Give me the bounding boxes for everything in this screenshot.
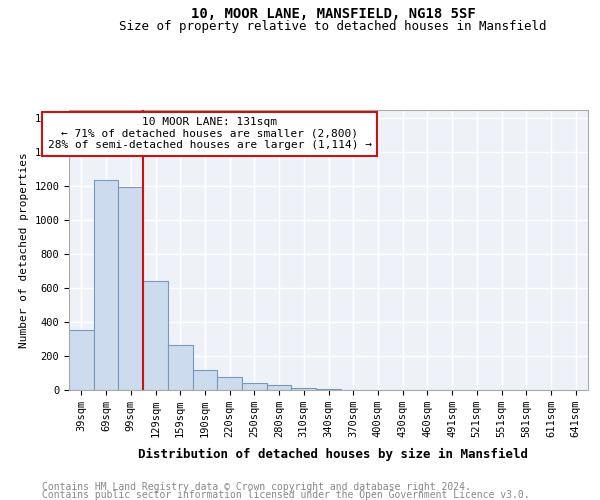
Text: 10 MOOR LANE: 131sqm
← 71% of detached houses are smaller (2,800)
28% of semi-de: 10 MOOR LANE: 131sqm ← 71% of detached h… (48, 117, 372, 150)
Bar (242, 383, 267, 390)
Bar (69, 330, 94, 390)
Text: Size of property relative to detached houses in Mansfield: Size of property relative to detached ho… (119, 20, 547, 33)
Bar (94, 180, 118, 390)
Y-axis label: Number of detached properties: Number of detached properties (19, 152, 29, 348)
Bar (118, 187, 143, 390)
Bar (217, 378, 242, 390)
Text: Contains HM Land Registry data © Crown copyright and database right 2024.: Contains HM Land Registry data © Crown c… (42, 482, 471, 492)
Bar (168, 345, 193, 390)
Bar (292, 388, 316, 390)
Bar (193, 370, 217, 390)
Bar (316, 389, 341, 390)
Text: Distribution of detached houses by size in Mansfield: Distribution of detached houses by size … (138, 448, 528, 460)
Text: Contains public sector information licensed under the Open Government Licence v3: Contains public sector information licen… (42, 490, 530, 500)
Text: 10, MOOR LANE, MANSFIELD, NG18 5SF: 10, MOOR LANE, MANSFIELD, NG18 5SF (191, 8, 475, 22)
Bar (143, 280, 168, 390)
Bar (267, 385, 292, 390)
